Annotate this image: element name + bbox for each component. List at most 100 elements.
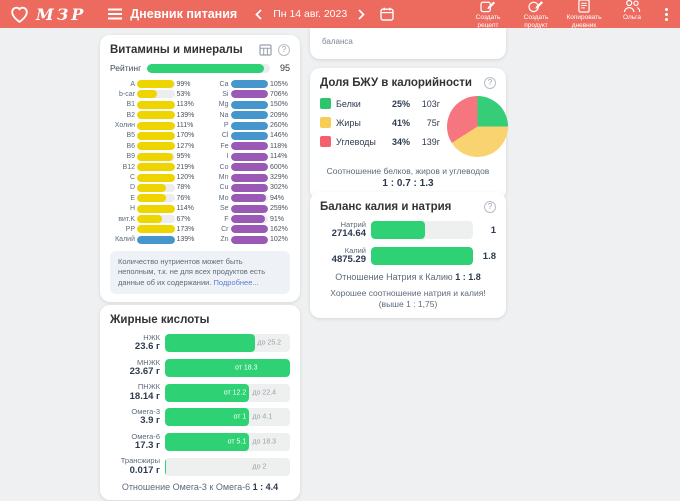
fatty-label: Трансжиры: [120, 456, 160, 466]
calendar-button[interactable]: [380, 7, 394, 21]
nutrient-bar-fill: [137, 131, 175, 140]
table-view-icon[interactable]: [259, 44, 272, 56]
nutrient-bar: [137, 142, 175, 151]
nutrient-row-Mn: Mn 329%: [204, 173, 291, 182]
nutrient-bar-fill: [137, 204, 175, 213]
nutrient-bar-fill: [137, 225, 175, 234]
nutrient-grid: A 99% b-car 53% B1 113% B2 139% Холин 111% B5 170% B…: [110, 80, 290, 244]
nutrient-label: вит.K: [118, 215, 135, 223]
nutrient-bar-fill: [137, 235, 175, 244]
fatty-row-МНЖК: МНЖК 23.67 г от 18.3: [110, 358, 290, 378]
nutrient-percent: 67%: [176, 215, 191, 223]
app-logo[interactable]: МЗР: [10, 5, 86, 24]
nutrient-row-Zn: Zn 102%: [204, 235, 291, 244]
more-link[interactable]: Подробнее...: [213, 277, 259, 287]
nutrient-bar: [230, 90, 268, 99]
help-icon[interactable]: ?: [484, 77, 496, 89]
balance-bar-fill: [371, 221, 426, 240]
nutrient-bar-fill: [230, 163, 268, 172]
balance-bar: [371, 247, 473, 266]
nutrient-bar-fill: [137, 194, 166, 203]
nutrient-percent: 91%: [270, 215, 285, 223]
nutrient-row-E: E 76%: [110, 194, 197, 203]
legend-percent: 25%: [391, 98, 410, 109]
nutrient-row-Se: Se 259%: [204, 204, 291, 213]
nutrient-bar: [137, 80, 175, 88]
balance-ratio-label: Отношение Натрия к Калию: [335, 272, 453, 283]
nutrient-bar-fill: [230, 194, 266, 203]
header-actions: Создать рецепт Создать продукт Копировать д…: [469, 0, 672, 29]
nutrient-bar: [137, 131, 175, 140]
bju-share-card: Доля БЖУ в калорийности ? Белки 25% 103г…: [310, 68, 508, 200]
card-title: Доля БЖУ в калорийности: [320, 77, 472, 89]
nutrient-percent: 170%: [176, 132, 195, 140]
bju-legend: Белки 25% 103г Жиры 41% 75г Углеводы 34%…: [320, 98, 440, 157]
nutrient-bar-fill: [230, 111, 268, 120]
nutrient-label: Si: [222, 90, 229, 98]
current-date[interactable]: Пн 14 авг. 2023: [273, 8, 348, 20]
nutrient-label: I: [226, 153, 229, 161]
fatty-label: Омега-3: [131, 407, 160, 417]
nutrient-percent: 78%: [176, 184, 191, 192]
create-recipe-button[interactable]: Создать рецепт: [469, 0, 507, 29]
nutrient-percent: 259%: [270, 205, 288, 213]
fatty-value: 3.9 г: [140, 415, 160, 427]
fatty-bar: до 25.2: [165, 334, 290, 353]
legend-row-fats: Жиры 41% 75г: [320, 117, 440, 128]
nutrient-bar-fill: [137, 215, 163, 224]
nutrient-percent: 95%: [176, 153, 191, 161]
nutrient-bar: [230, 204, 268, 213]
fatty-meta: МНЖК 23.67 г: [110, 358, 160, 378]
legend-row-proteins: Белки 25% 103г: [320, 98, 440, 109]
nutrient-bar-fill: [230, 173, 268, 182]
nutrient-bar-fill: [137, 173, 175, 182]
nutrient-label: Ca: [219, 80, 229, 88]
nutrient-row-B6: B6 127%: [110, 142, 197, 151]
fatty-bar: от 5.1 до 18.3: [165, 433, 290, 452]
menu-icon[interactable]: [108, 8, 123, 20]
nutrient-bar-fill: [230, 80, 268, 88]
balance-note: Хорошее соотношение натрия и калия! (выш…: [330, 288, 486, 310]
bju-ratio-value: 1 : 0.7 : 1.3: [382, 178, 434, 190]
legend-swatch: [320, 117, 331, 128]
nutrient-percent: 111%: [176, 122, 194, 130]
user-menu-button[interactable]: Ольга: [613, 0, 651, 22]
next-day-button[interactable]: [356, 7, 367, 22]
help-icon[interactable]: ?: [278, 44, 290, 56]
fatty-meta: ПНЖК 18.14 г: [110, 383, 160, 402]
legend-swatch: [320, 136, 331, 147]
nutrient-bar-fill: [230, 204, 268, 213]
prev-day-button[interactable]: [253, 7, 264, 22]
nutrient-row-P: P 260%: [204, 121, 291, 130]
nutrient-percent: 302%: [270, 184, 288, 192]
heart-logo-icon: [11, 6, 28, 23]
nutrient-row-Cr: Cr 162%: [204, 225, 291, 234]
rating-value: 95: [279, 63, 290, 73]
nutrient-percent: 99%: [176, 80, 191, 88]
balance-meta: Калий 4875.29: [320, 246, 366, 266]
nutrient-row-B1: B1 113%: [110, 100, 197, 109]
nutrient-bar-fill: [137, 90, 157, 99]
fatty-bar-fill: [165, 359, 290, 378]
card-title: Жирные кислоты: [110, 314, 210, 326]
calendar-icon: [380, 7, 394, 21]
user-name: Ольга: [622, 14, 641, 22]
nutrient-label: Cu: [219, 184, 229, 192]
nutrient-percent: 102%: [270, 236, 288, 244]
nutrient-row-b-car: b-car 53%: [110, 90, 197, 99]
help-icon[interactable]: ?: [484, 201, 496, 213]
create-product-button[interactable]: Создать продукт: [517, 0, 555, 29]
nutrient-bar-fill: [230, 152, 268, 161]
legend-percent: 34%: [391, 136, 410, 147]
fatty-bar: до 2: [165, 457, 290, 476]
create-product-icon: [528, 1, 544, 13]
legend-grams: 139г: [421, 136, 440, 147]
nutrient-percent: 162%: [270, 225, 288, 233]
nutrient-label: Cl: [221, 132, 229, 140]
nutrient-label: B5: [126, 132, 135, 140]
nutrient-percent: 76%: [176, 194, 191, 202]
kebab-menu-icon[interactable]: [661, 5, 672, 24]
logo-text: МЗР: [36, 4, 87, 24]
copy-diary-button[interactable]: Копировать дневник: [565, 0, 603, 29]
nutrient-percent: 139%: [176, 236, 195, 244]
